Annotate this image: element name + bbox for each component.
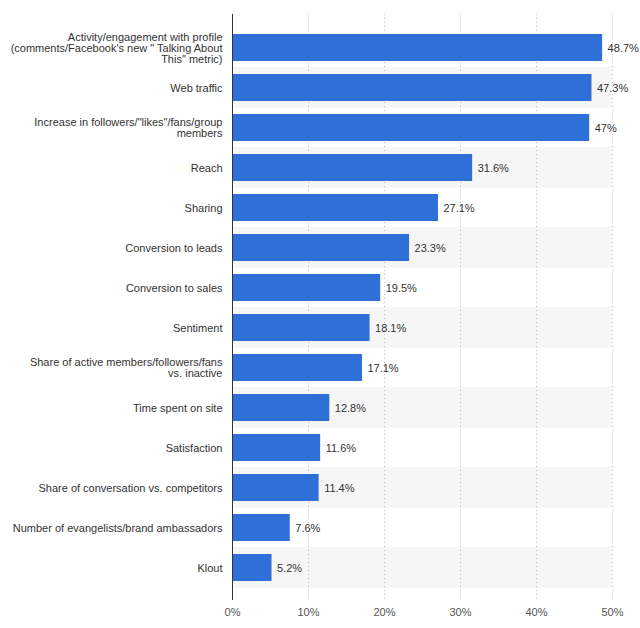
- svg-text:47.3%: 47.3%: [597, 82, 628, 94]
- svg-text:40%: 40%: [525, 606, 547, 618]
- svg-text:11.6%: 11.6%: [326, 442, 357, 454]
- svg-text:Conversion to sales: Conversion to sales: [126, 282, 223, 294]
- svg-text:7.6%: 7.6%: [295, 522, 320, 534]
- svg-text:11.4%: 11.4%: [324, 482, 355, 494]
- svg-text:Increase in followers/"likes"/: Increase in followers/"likes"/fans/group…: [34, 116, 223, 139]
- svg-text:Sharing: Sharing: [185, 202, 223, 214]
- svg-text:50%: 50%: [601, 606, 623, 618]
- svg-text:10%: 10%: [297, 606, 319, 618]
- svg-text:30%: 30%: [449, 606, 471, 618]
- svg-text:48.7%: 48.7%: [608, 42, 639, 54]
- svg-text:Conversion to leads: Conversion to leads: [125, 242, 223, 254]
- svg-text:5.2%: 5.2%: [277, 562, 302, 574]
- svg-text:31.6%: 31.6%: [478, 162, 509, 174]
- svg-text:20%: 20%: [373, 606, 395, 618]
- svg-text:23.3%: 23.3%: [415, 242, 446, 254]
- svg-text:12.8%: 12.8%: [335, 402, 366, 414]
- svg-text:17.1%: 17.1%: [367, 362, 398, 374]
- svg-text:Number of evangelists/brand am: Number of evangelists/brand ambassadors: [13, 522, 223, 534]
- svg-text:Web traffic: Web traffic: [170, 82, 223, 94]
- svg-text:18.1%: 18.1%: [375, 322, 406, 334]
- svg-text:Satisfaction: Satisfaction: [166, 442, 223, 454]
- svg-text:27.1%: 27.1%: [443, 202, 474, 214]
- svg-text:19.5%: 19.5%: [386, 282, 417, 294]
- svg-text:Reach: Reach: [191, 162, 223, 174]
- svg-text:Activity/engagement with profi: Activity/engagement with profile(comment…: [11, 31, 223, 65]
- svg-text:0%: 0%: [225, 606, 241, 618]
- svg-text:47%: 47%: [595, 122, 617, 134]
- svg-text:Klout: Klout: [197, 562, 222, 574]
- svg-text:Sentiment: Sentiment: [173, 322, 223, 334]
- svg-text:Share of conversation vs. comp: Share of conversation vs. competitors: [38, 482, 223, 494]
- svg-text:Share of active members/follow: Share of active members/followers/fansvs…: [30, 356, 223, 379]
- svg-text:Time spent on site: Time spent on site: [133, 402, 222, 414]
